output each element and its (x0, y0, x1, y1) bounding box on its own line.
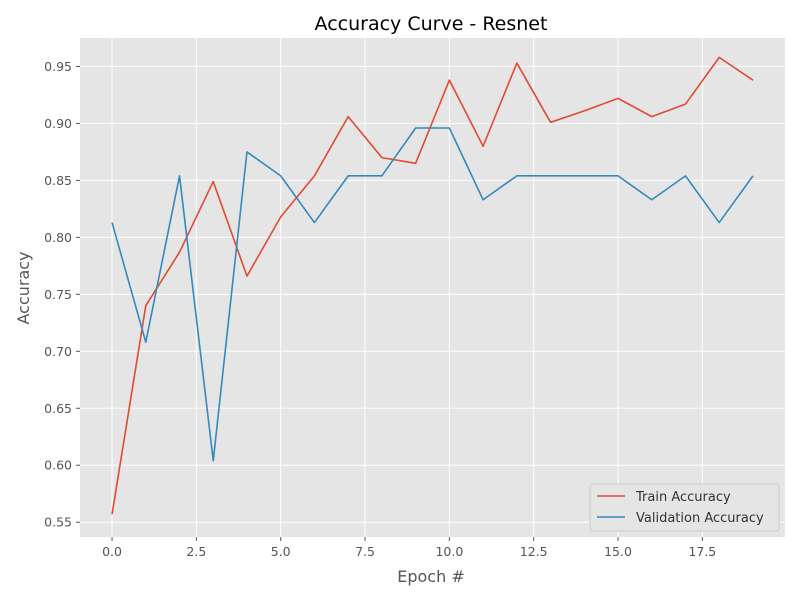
legend-box (589, 483, 780, 532)
y-tick-label: 0.75 (44, 287, 72, 302)
x-tick-label: 15.0 (604, 544, 632, 559)
y-tick-label: 0.60 (44, 458, 72, 473)
x-tick-label: 10.0 (435, 544, 463, 559)
y-tick-label: 0.70 (44, 344, 72, 359)
legend-label-train: Train Accuracy (635, 490, 731, 505)
y-tick-label: 0.55 (44, 515, 72, 530)
x-axis-label: Epoch # (397, 567, 464, 586)
x-tick-label: 12.5 (520, 544, 548, 559)
y-axis-ticks: 0.55 0.60 0.65 0.70 0.75 0.80 0.85 0.90 0.95 (44, 59, 80, 530)
x-tick-label: 5.0 (271, 544, 291, 559)
y-tick-label: 0.65 (44, 401, 72, 416)
y-tick-label: 0.85 (44, 173, 72, 188)
plot-area (80, 38, 785, 537)
series-line-train-accuracy (111, 56, 754, 515)
x-axis-ticks: 0.0 2.5 5.0 7.5 10.0 12.5 15.0 17.5 (102, 537, 716, 559)
y-axis-label: Accuracy (14, 251, 33, 324)
y-tick-label: 0.90 (44, 116, 72, 131)
x-tick-label: 17.5 (688, 544, 716, 559)
y-tick-label: 0.80 (44, 230, 72, 245)
x-tick-label: 2.5 (186, 544, 206, 559)
y-tick-label: 0.95 (44, 59, 72, 74)
series-lines (111, 56, 754, 515)
legend: Train Accuracy Validation Accuracy (589, 483, 780, 532)
chart-title: Accuracy Curve - Resnet (315, 13, 548, 35)
x-tick-label: 7.5 (355, 544, 375, 559)
series-line-validation-accuracy (111, 127, 754, 462)
grid-lines (80, 38, 785, 537)
legend-label-validation: Validation Accuracy (636, 511, 764, 526)
x-tick-label: 0.0 (102, 544, 122, 559)
